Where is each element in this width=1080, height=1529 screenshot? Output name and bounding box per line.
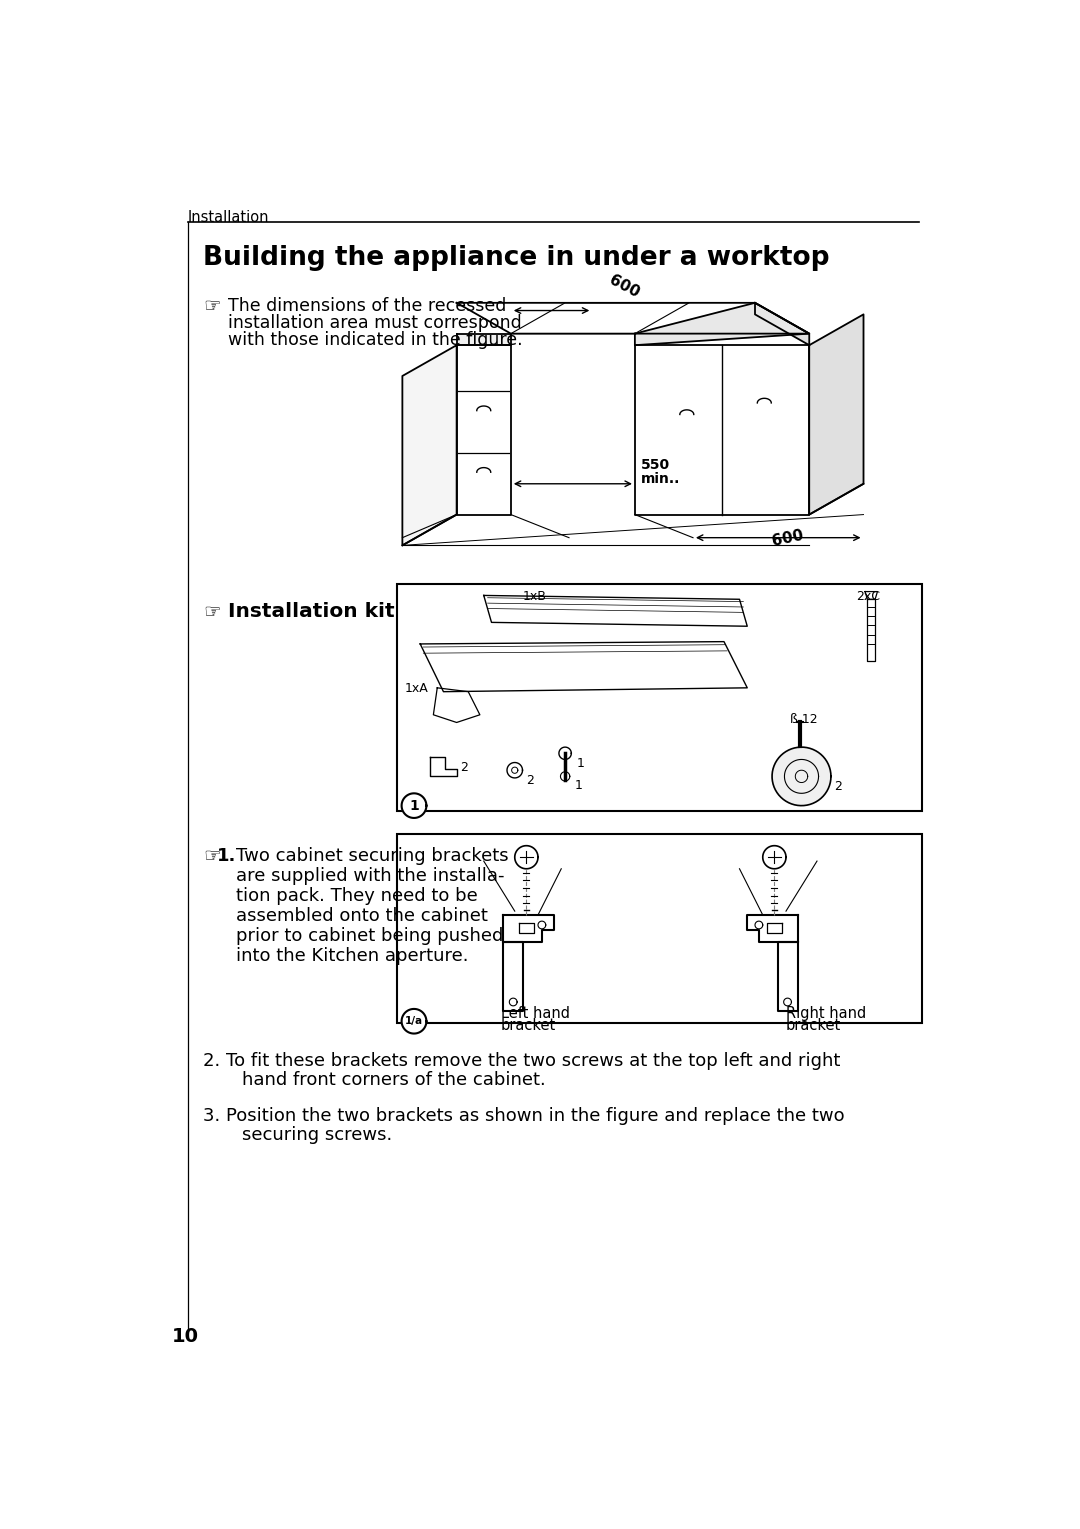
Text: min..: min..	[642, 472, 680, 486]
Polygon shape	[403, 346, 457, 546]
Text: Left hand: Left hand	[501, 1006, 570, 1021]
Text: Building the appliance in under a worktop: Building the appliance in under a workto…	[203, 245, 829, 271]
Text: tion pack. They need to be: tion pack. They need to be	[235, 887, 477, 905]
Text: 1: 1	[575, 780, 582, 792]
Polygon shape	[457, 303, 809, 333]
Polygon shape	[402, 794, 427, 818]
Text: bracket: bracket	[786, 1018, 841, 1034]
Text: The dimensions of the recessed: The dimensions of the recessed	[228, 298, 507, 315]
Polygon shape	[809, 315, 864, 515]
Text: ß 12: ß 12	[789, 713, 818, 726]
Text: are supplied with the installa-: are supplied with the installa-	[235, 867, 504, 885]
Polygon shape	[511, 303, 689, 333]
Polygon shape	[457, 346, 511, 515]
Text: Right hand: Right hand	[786, 1006, 866, 1021]
Text: ☞: ☞	[203, 847, 220, 867]
Text: installation area must correspond: installation area must correspond	[228, 315, 522, 332]
Polygon shape	[747, 914, 798, 942]
Text: 2: 2	[834, 780, 842, 794]
Text: securing screws.: securing screws.	[218, 1125, 392, 1144]
Text: 1: 1	[577, 757, 584, 771]
Polygon shape	[515, 846, 538, 868]
Polygon shape	[457, 333, 511, 346]
Text: 600: 600	[606, 272, 642, 301]
Text: 2: 2	[460, 761, 469, 774]
Text: 600: 600	[770, 528, 805, 549]
Text: 1.: 1.	[217, 847, 237, 865]
Polygon shape	[772, 748, 831, 806]
Polygon shape	[867, 599, 875, 661]
Text: 1/a: 1/a	[405, 1017, 423, 1026]
Text: hand front corners of the cabinet.: hand front corners of the cabinet.	[218, 1070, 545, 1089]
Polygon shape	[430, 757, 457, 777]
Text: with those indicated in the figure.: with those indicated in the figure.	[228, 332, 523, 349]
Text: 550: 550	[642, 459, 671, 472]
Text: 2. To fit these brackets remove the two screws at the top left and right: 2. To fit these brackets remove the two …	[203, 1052, 840, 1070]
Text: prior to cabinet being pushed: prior to cabinet being pushed	[235, 927, 503, 945]
Text: ☞: ☞	[203, 298, 220, 317]
Polygon shape	[503, 914, 554, 942]
Text: 10: 10	[172, 1327, 199, 1346]
Text: 1xB: 1xB	[523, 590, 546, 602]
Text: ☞: ☞	[203, 602, 220, 622]
Text: 1: 1	[409, 798, 419, 812]
Polygon shape	[865, 592, 877, 599]
Polygon shape	[503, 942, 523, 1011]
Polygon shape	[484, 595, 747, 627]
Text: assembled onto the cabinet: assembled onto the cabinet	[235, 907, 488, 925]
Polygon shape	[762, 846, 786, 868]
Polygon shape	[402, 1009, 427, 1034]
Bar	[397, 584, 921, 810]
Text: 2: 2	[526, 774, 535, 787]
Text: Installation: Installation	[188, 211, 269, 225]
Text: Two cabinet securing brackets: Two cabinet securing brackets	[235, 847, 509, 865]
Bar	[397, 835, 921, 1023]
Polygon shape	[635, 303, 809, 346]
Polygon shape	[635, 346, 809, 515]
Polygon shape	[755, 303, 809, 346]
Polygon shape	[433, 688, 480, 723]
Text: Installation kit: Installation kit	[228, 601, 394, 621]
Text: into the Kitchen aperture.: into the Kitchen aperture.	[235, 948, 469, 965]
Text: 3. Position the two brackets as shown in the figure and replace the two: 3. Position the two brackets as shown in…	[203, 1107, 845, 1125]
Polygon shape	[420, 642, 747, 691]
Text: bracket: bracket	[501, 1018, 556, 1034]
Text: 1xA: 1xA	[405, 682, 429, 696]
Text: 2xC: 2xC	[855, 590, 880, 602]
Polygon shape	[779, 942, 798, 1011]
